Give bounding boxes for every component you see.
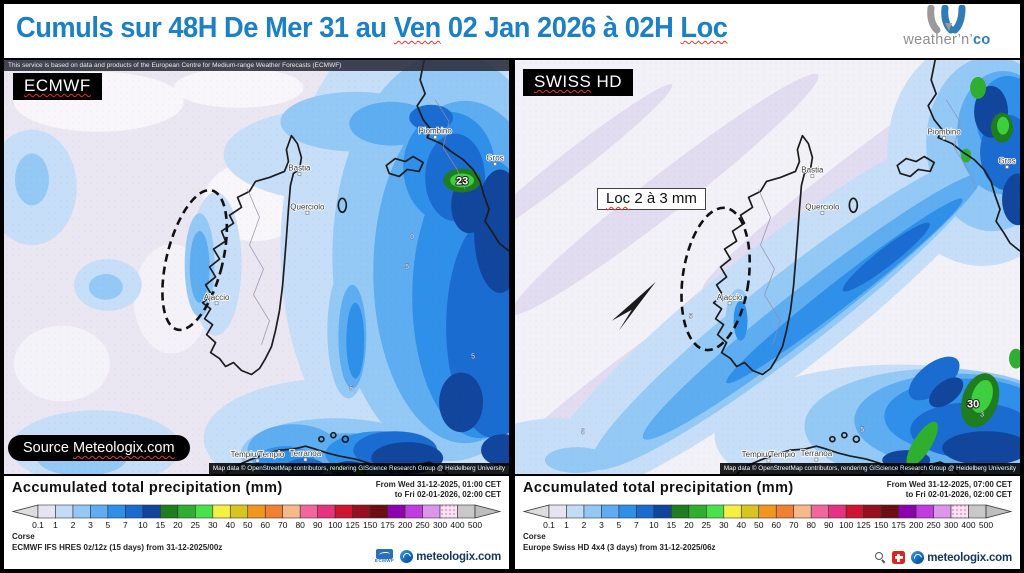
svg-text:Tempiu/Tempio: Tempiu/Tempio xyxy=(742,450,796,459)
town-labels: Bastia Querciolo Ajaccio Piombino Gros Tempiu… xyxy=(203,126,504,463)
legend-meta: Corse ECMWF IFS HRES 0z/12z (15 days) fr… xyxy=(12,532,501,554)
header: Cumuls sur 48H De Mer 31 au Ven 02 Jan 2… xyxy=(4,4,1020,58)
maps-row: Bastia Querciolo Ajaccio Piombino Gros Tempiu… xyxy=(4,60,1020,474)
svg-text:0: 0 xyxy=(410,234,414,241)
ecmwf-emblem-icon xyxy=(376,549,394,560)
svg-text:Querciolo: Querciolo xyxy=(805,202,840,211)
source-badge: Source Meteologix.com xyxy=(8,435,190,461)
precip-max-labels: 23 xyxy=(455,174,469,188)
model-run-label: Europe Swiss HD 4x4 (3 days) from 31-12-… xyxy=(523,542,716,552)
svg-text:Gros: Gros xyxy=(486,154,503,163)
svg-text:Piombino: Piombino xyxy=(419,127,453,136)
svg-text:Ajaccio: Ajaccio xyxy=(204,293,230,302)
town-labels: Bastia Querciolo Ajaccio Piombino Gros Tempiu… xyxy=(716,127,1016,463)
colorbar-ticks: 0.1 1 2 3 5 7 10 15 20 25 30 40 50 60 70 80 90 100 125 150 1… xyxy=(543,519,994,530)
legend-logos: meteologix.com xyxy=(875,551,1012,564)
svg-text:Piombino: Piombino xyxy=(928,128,962,137)
ecmwf-map: Bastia Querciolo Ajaccio Piombino Gros Tempiu… xyxy=(4,60,509,474)
svg-text:5: 5 xyxy=(405,264,409,271)
svg-text:5: 5 xyxy=(349,385,353,392)
svg-text:5: 5 xyxy=(471,354,475,361)
svg-text:23: 23 xyxy=(456,175,468,187)
legend-meta: Corse Europe Swiss HD 4x4 (3 days) from … xyxy=(523,532,1012,554)
region-label: Corse xyxy=(523,531,546,541)
weathernco-w-icon xyxy=(927,5,966,34)
svg-text:Ajaccio: Ajaccio xyxy=(717,293,743,302)
map-attribution: Map data © OpenStreetMap contributors, r… xyxy=(719,463,1020,474)
svg-text:Terranoa: Terranoa xyxy=(290,449,322,458)
ecmwf-map-panel: Bastia Querciolo Ajaccio Piombino Gros Tempiu… xyxy=(4,60,509,474)
precip-annotation: Loc 2 à 3 mm xyxy=(597,188,706,210)
highlight-ellipse xyxy=(161,188,229,332)
meteologix-logo: meteologix.com xyxy=(400,550,501,564)
legend-logos: ECMWF meteologix.com xyxy=(375,549,501,564)
svg-text:Tempiu/Tempio: Tempiu/Tempio xyxy=(231,450,285,459)
colorbar-svg xyxy=(522,504,1013,519)
colorbar-svg xyxy=(11,504,502,519)
svg-text:Querciolo: Querciolo xyxy=(290,202,325,211)
swiss-flag-icon xyxy=(892,551,906,564)
ecmwf-service-note: This service is based on data and produc… xyxy=(4,60,509,71)
legends-row: Accumulated total precipitation (mm) Fro… xyxy=(4,476,1020,569)
precip-colorbar xyxy=(522,504,1013,519)
magnifier-icon xyxy=(875,552,886,563)
swiss-precip-field xyxy=(515,60,1020,474)
contour-value-labels: 5 0 5 5 xyxy=(349,234,475,393)
meteologix-globe-icon xyxy=(400,550,414,564)
svg-text:5: 5 xyxy=(689,314,693,321)
meteologix-logo: meteologix.com xyxy=(911,551,1012,564)
legend-title: Accumulated total precipitation (mm) xyxy=(12,480,283,496)
map-attribution: Map data © OpenStreetMap contributors, r… xyxy=(208,463,509,474)
brand-text: weather’n’co xyxy=(903,32,991,48)
page-title: Cumuls sur 48H De Mer 31 au Ven 02 Jan 2… xyxy=(16,12,728,44)
svg-text:30: 30 xyxy=(967,398,979,410)
contour-value-labels: 5 5 3 5 xyxy=(581,314,985,437)
swiss-hd-model-tag: SWISS HD xyxy=(523,69,634,96)
svg-text:Terranoa: Terranoa xyxy=(801,449,833,458)
model-run-label: ECMWF IFS HRES 0z/12z (15 days) from 31-… xyxy=(12,542,223,552)
svg-text:Gros: Gros xyxy=(998,157,1015,166)
region-label: Corse xyxy=(12,531,35,541)
precip-colorbar xyxy=(11,504,502,519)
brand-logo: weather’n’co xyxy=(888,5,1006,48)
meteologix-globe-icon xyxy=(911,551,925,564)
ecmwf-precip-field xyxy=(4,60,509,474)
swiss-hd-map-panel: Bastia Querciolo Ajaccio Piombino Gros Tempiu… xyxy=(515,60,1020,474)
swiss-hd-legend: Accumulated total precipitation (mm) Fro… xyxy=(515,476,1020,569)
highlight-ellipse xyxy=(680,206,752,352)
svg-text:5: 5 xyxy=(581,429,585,436)
legend-period: From Wed 31-12-2025, 07:00 CET to Fri 02… xyxy=(886,480,1012,500)
ecmwf-logo: ECMWF xyxy=(375,549,394,564)
ecmwf-legend: Accumulated total precipitation (mm) Fro… xyxy=(4,476,509,569)
annotation-arrow-icon xyxy=(611,281,656,331)
svg-text:Bastia: Bastia xyxy=(288,163,311,172)
ecmwf-model-tag: ECMWF xyxy=(13,73,102,100)
legend-title: Accumulated total precipitation (mm) xyxy=(523,480,794,496)
colorbar-ticks: 0.1 1 2 3 5 7 10 15 20 25 30 40 50 60 70 80 90 100 125 150 1… xyxy=(32,519,483,530)
svg-text:Bastia: Bastia xyxy=(801,165,824,174)
svg-text:5: 5 xyxy=(860,427,864,434)
legend-period: From Wed 31-12-2025, 01:00 CET to Fri 02… xyxy=(375,480,501,500)
svg-text:3: 3 xyxy=(980,411,984,418)
precip-max-labels: 30 xyxy=(966,397,980,411)
swiss-hd-map: Bastia Querciolo Ajaccio Piombino Gros Tempiu… xyxy=(515,60,1020,474)
